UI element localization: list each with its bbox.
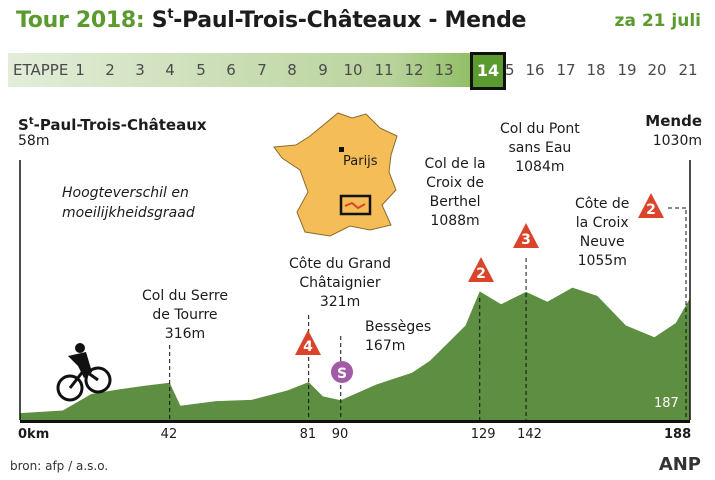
route-rest: -Paul-Trois-Châteaux - Mende	[173, 8, 527, 33]
climb-category-icon: 2	[638, 193, 664, 218]
etappe-stage[interactable]: 16	[525, 61, 545, 79]
axis-km-label: 142	[517, 427, 542, 442]
axis-km-label: 129	[470, 427, 496, 442]
etappe-stage[interactable]: 10	[343, 61, 363, 79]
climb-label: Bessèges 167m	[365, 318, 431, 356]
climb-name-line: Châtaignier	[299, 275, 381, 291]
sprint-marker-icon: S	[331, 361, 353, 383]
etappe-progress-bar	[8, 53, 705, 87]
map-city-label: Parijs	[343, 154, 378, 169]
axis-km-label: 42	[160, 427, 178, 442]
climb-name-line: Col du Pont	[500, 121, 580, 137]
climb-name-line: Bessèges	[365, 319, 432, 335]
svg-text:2: 2	[476, 266, 486, 282]
legend-note-line: Hoogteverschil en	[62, 185, 189, 201]
etappe-stage[interactable]: 12	[404, 61, 424, 79]
elevation-profile-area	[20, 287, 690, 420]
climb-elevation: 321m	[319, 294, 361, 310]
legend-note-line: moeilijkheidsgraad	[62, 205, 195, 221]
climb-category-icon: 2	[468, 257, 494, 282]
climb-elevation: 1088m	[430, 213, 480, 229]
start-elevation: 58m	[18, 133, 50, 149]
svg-text:S: S	[337, 366, 347, 382]
svg-text:4: 4	[303, 339, 313, 355]
climb-category-icon: 4	[295, 330, 321, 355]
svg-text:2: 2	[646, 202, 656, 218]
etappe-stage[interactable]: 3	[135, 61, 145, 79]
etappe-stage[interactable]: 9	[318, 61, 328, 79]
etappe-stage[interactable]: 13	[434, 61, 454, 79]
climb-name-line: Neuve	[579, 234, 625, 250]
tour-label: Tour 2018:	[16, 8, 145, 33]
climb-name-line: Croix de	[426, 175, 485, 191]
climb-label: Col du Pont sans Eau 1084m	[500, 120, 580, 177]
etappe-stage[interactable]: 6	[226, 61, 236, 79]
climb-label: Col du Serre de Tourre 316m	[142, 287, 228, 344]
paris-marker-icon	[339, 147, 344, 152]
anp-logo: ANP	[658, 454, 701, 475]
source-credit: bron: afp / a.s.o.	[10, 459, 109, 473]
climb-label: Col de la Croix de Berthel 1088m	[425, 155, 486, 231]
climb-label: Côte de la Croix Neuve 1055m	[575, 195, 629, 271]
etappe-stage[interactable]: 18	[586, 61, 606, 79]
finish-name: Mende	[645, 112, 702, 130]
etappe-stage[interactable]: 21	[678, 61, 698, 79]
last-climb-km-label: 187	[654, 396, 679, 411]
route-prefix: S	[151, 8, 168, 33]
etappe-stage[interactable]: 8	[287, 61, 297, 79]
cyclist-icon	[56, 343, 112, 402]
etappe-stage[interactable]: 5	[196, 61, 206, 79]
profile-baseline	[20, 420, 690, 423]
etappe-stage[interactable]: 7	[257, 61, 267, 79]
climb-name-line: Côte de	[575, 196, 630, 212]
etappe-stage[interactable]: 19	[617, 61, 637, 79]
climb-name-line: de Tourre	[152, 307, 218, 323]
start-name: St-Paul-Trois-Châteaux	[18, 116, 207, 134]
climb-name-line: Côte du Grand	[289, 256, 392, 272]
climb-elevation: 1084m	[515, 159, 565, 175]
map-stage-region	[339, 194, 372, 216]
etappe-stage[interactable]: 2	[105, 61, 115, 79]
route-sup: t	[167, 7, 174, 22]
france-map	[273, 112, 398, 237]
axis-km-label: 90	[331, 427, 349, 442]
page-title: Tour 2018: St-Paul-Trois-Châteaux - Mend…	[16, 7, 526, 33]
etappe-current-stage[interactable]: 14	[470, 52, 506, 90]
svg-text:3: 3	[521, 232, 531, 248]
etappe-stage[interactable]: 20	[647, 61, 667, 79]
stage-date: za 21 juli	[614, 11, 701, 31]
climb-name-line: Col de la	[424, 156, 486, 172]
climb-elevation: 167m	[365, 338, 406, 354]
legend-note: Hoogteverschil en moeilijkheidsgraad	[62, 183, 195, 223]
climb-name-line: Berthel	[429, 194, 481, 210]
finish-elevation: 1030m	[652, 133, 702, 149]
etappe-stage[interactable]: 4	[165, 61, 175, 79]
climb-elevation: 316m	[164, 326, 206, 342]
climb-name-line: sans Eau	[508, 140, 572, 156]
axis-end-label: 188	[664, 427, 692, 442]
climb-elevation: 1055m	[577, 253, 627, 269]
climb-name-line: la Croix	[575, 215, 629, 231]
etappe-label: ETAPPE	[13, 61, 69, 79]
axis-start-label: 0km	[18, 427, 50, 442]
climb-name-line: Col du Serre	[142, 288, 228, 304]
climb-category-icon: 3	[513, 223, 539, 248]
climb-label: Côte du Grand Châtaignier 321m	[289, 255, 391, 312]
etappe-stage[interactable]: 1	[75, 61, 85, 79]
axis-km-label: 81	[299, 427, 317, 442]
etappe-stage[interactable]: 17	[556, 61, 576, 79]
etappe-stage[interactable]: 11	[374, 61, 394, 79]
